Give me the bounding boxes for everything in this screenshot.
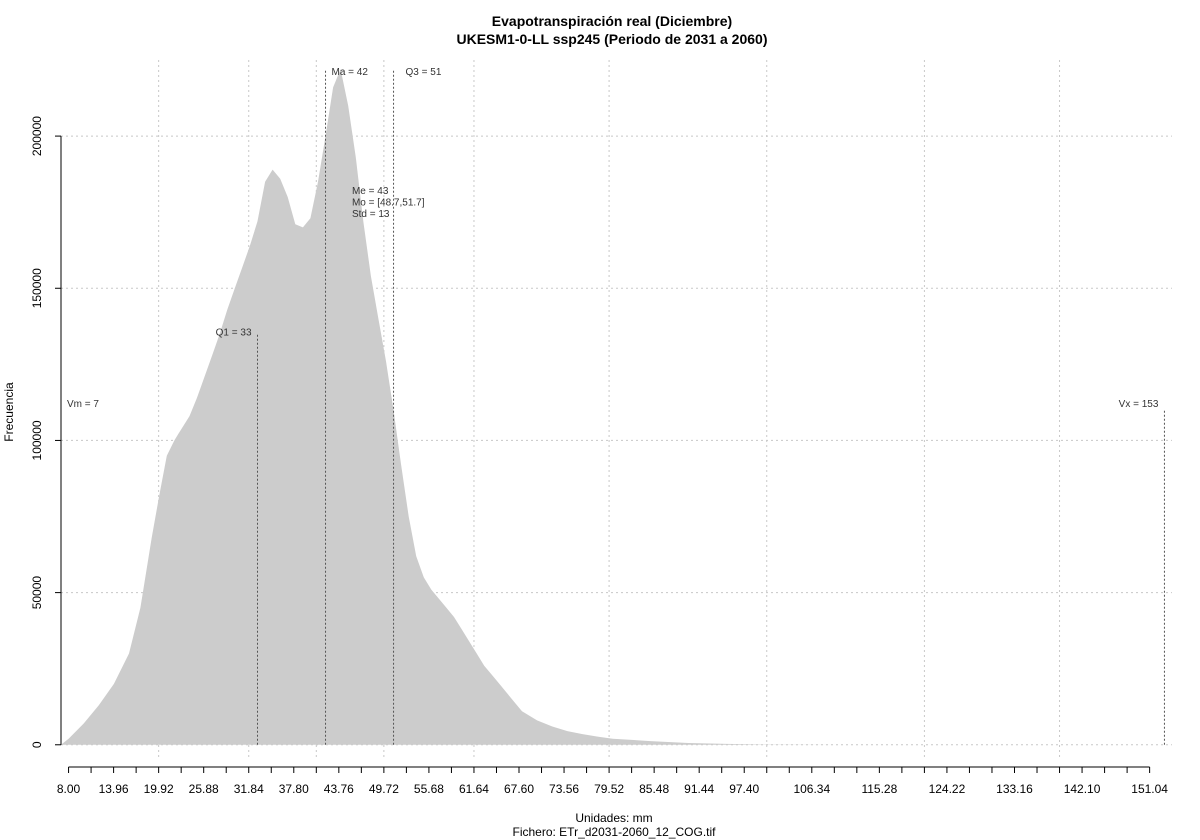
x-tick-label-5: 37.80: [279, 782, 309, 796]
x-tick-label-16: 106.34: [793, 782, 830, 796]
annotation-label-1: Q1 = 33: [216, 327, 252, 338]
x-tick-label-4: 31.84: [234, 782, 264, 796]
annotation-lines: Vm = 7 Q1 = 33 Ma = 42 Q3 = 51 Vx = 153: [60, 67, 1165, 745]
y-tick-label-3: 150000: [30, 268, 44, 308]
x-tick-label-12: 79.52: [594, 782, 624, 796]
x-tick-label-21: 151.04: [1131, 782, 1168, 796]
chart-subtitle: UKESM1-0-LL ssp245 (Periodo de 2031 a 20…: [457, 31, 768, 47]
x-tick-label-8: 55.68: [414, 782, 444, 796]
x-tick-label-9: 61.64: [459, 782, 489, 796]
y-axis: 0 50000 100000 150000 200000: [30, 116, 62, 748]
chart-title: Evapotranspiración real (Diciembre): [492, 13, 732, 29]
y-tick-label-2: 100000: [30, 420, 44, 460]
x-axis-label: Unidades: mm: [575, 811, 652, 825]
stats-line-2: Std = 13: [352, 209, 390, 220]
y-tick-label-0: 0: [30, 741, 44, 748]
x-tick-label-0: 8.00: [57, 782, 81, 796]
x-axis: 8.00 13.96 19.92 25.88 31.84 37.80 43.76 49.72 5…: [57, 766, 1168, 796]
x-tick-label-3: 25.88: [189, 782, 219, 796]
footer-filename: Fichero: ETr_d2031-2060_12_COG.tif: [513, 825, 717, 839]
y-tick-label-1: 50000: [30, 576, 44, 610]
density-area: [61, 69, 1150, 745]
x-tick-label-1: 13.96: [99, 782, 129, 796]
x-tick-label-20: 142.10: [1064, 782, 1101, 796]
annotation-label-3: Q3 = 51: [406, 67, 442, 78]
y-tick-label-4: 200000: [30, 116, 44, 156]
x-tick-label-2: 19.92: [144, 782, 174, 796]
x-tick-label-7: 49.72: [369, 782, 399, 796]
x-tick-label-18: 124.22: [929, 782, 966, 796]
x-tick-label-19: 133.16: [996, 782, 1033, 796]
x-tick-label-13: 85.48: [639, 782, 669, 796]
x-tick-label-10: 67.60: [504, 782, 534, 796]
x-tick-label-6: 43.76: [324, 782, 354, 796]
stats-line-1: Mo = [48.7,51.7]: [352, 197, 425, 208]
y-axis-label: Frecuencia: [2, 382, 16, 442]
stats-line-0: Me = 43: [352, 186, 389, 197]
annotation-label-2: Ma = 42: [332, 67, 369, 78]
annotation-label-4: Vx = 153: [1119, 399, 1159, 410]
annotation-label-0: Vm = 7: [67, 399, 99, 410]
x-tick-label-15: 97.40: [729, 782, 759, 796]
x-tick-label-14: 91.44: [684, 782, 714, 796]
x-tick-label-17: 115.28: [861, 782, 897, 796]
x-tick-label-11: 73.56: [549, 782, 579, 796]
